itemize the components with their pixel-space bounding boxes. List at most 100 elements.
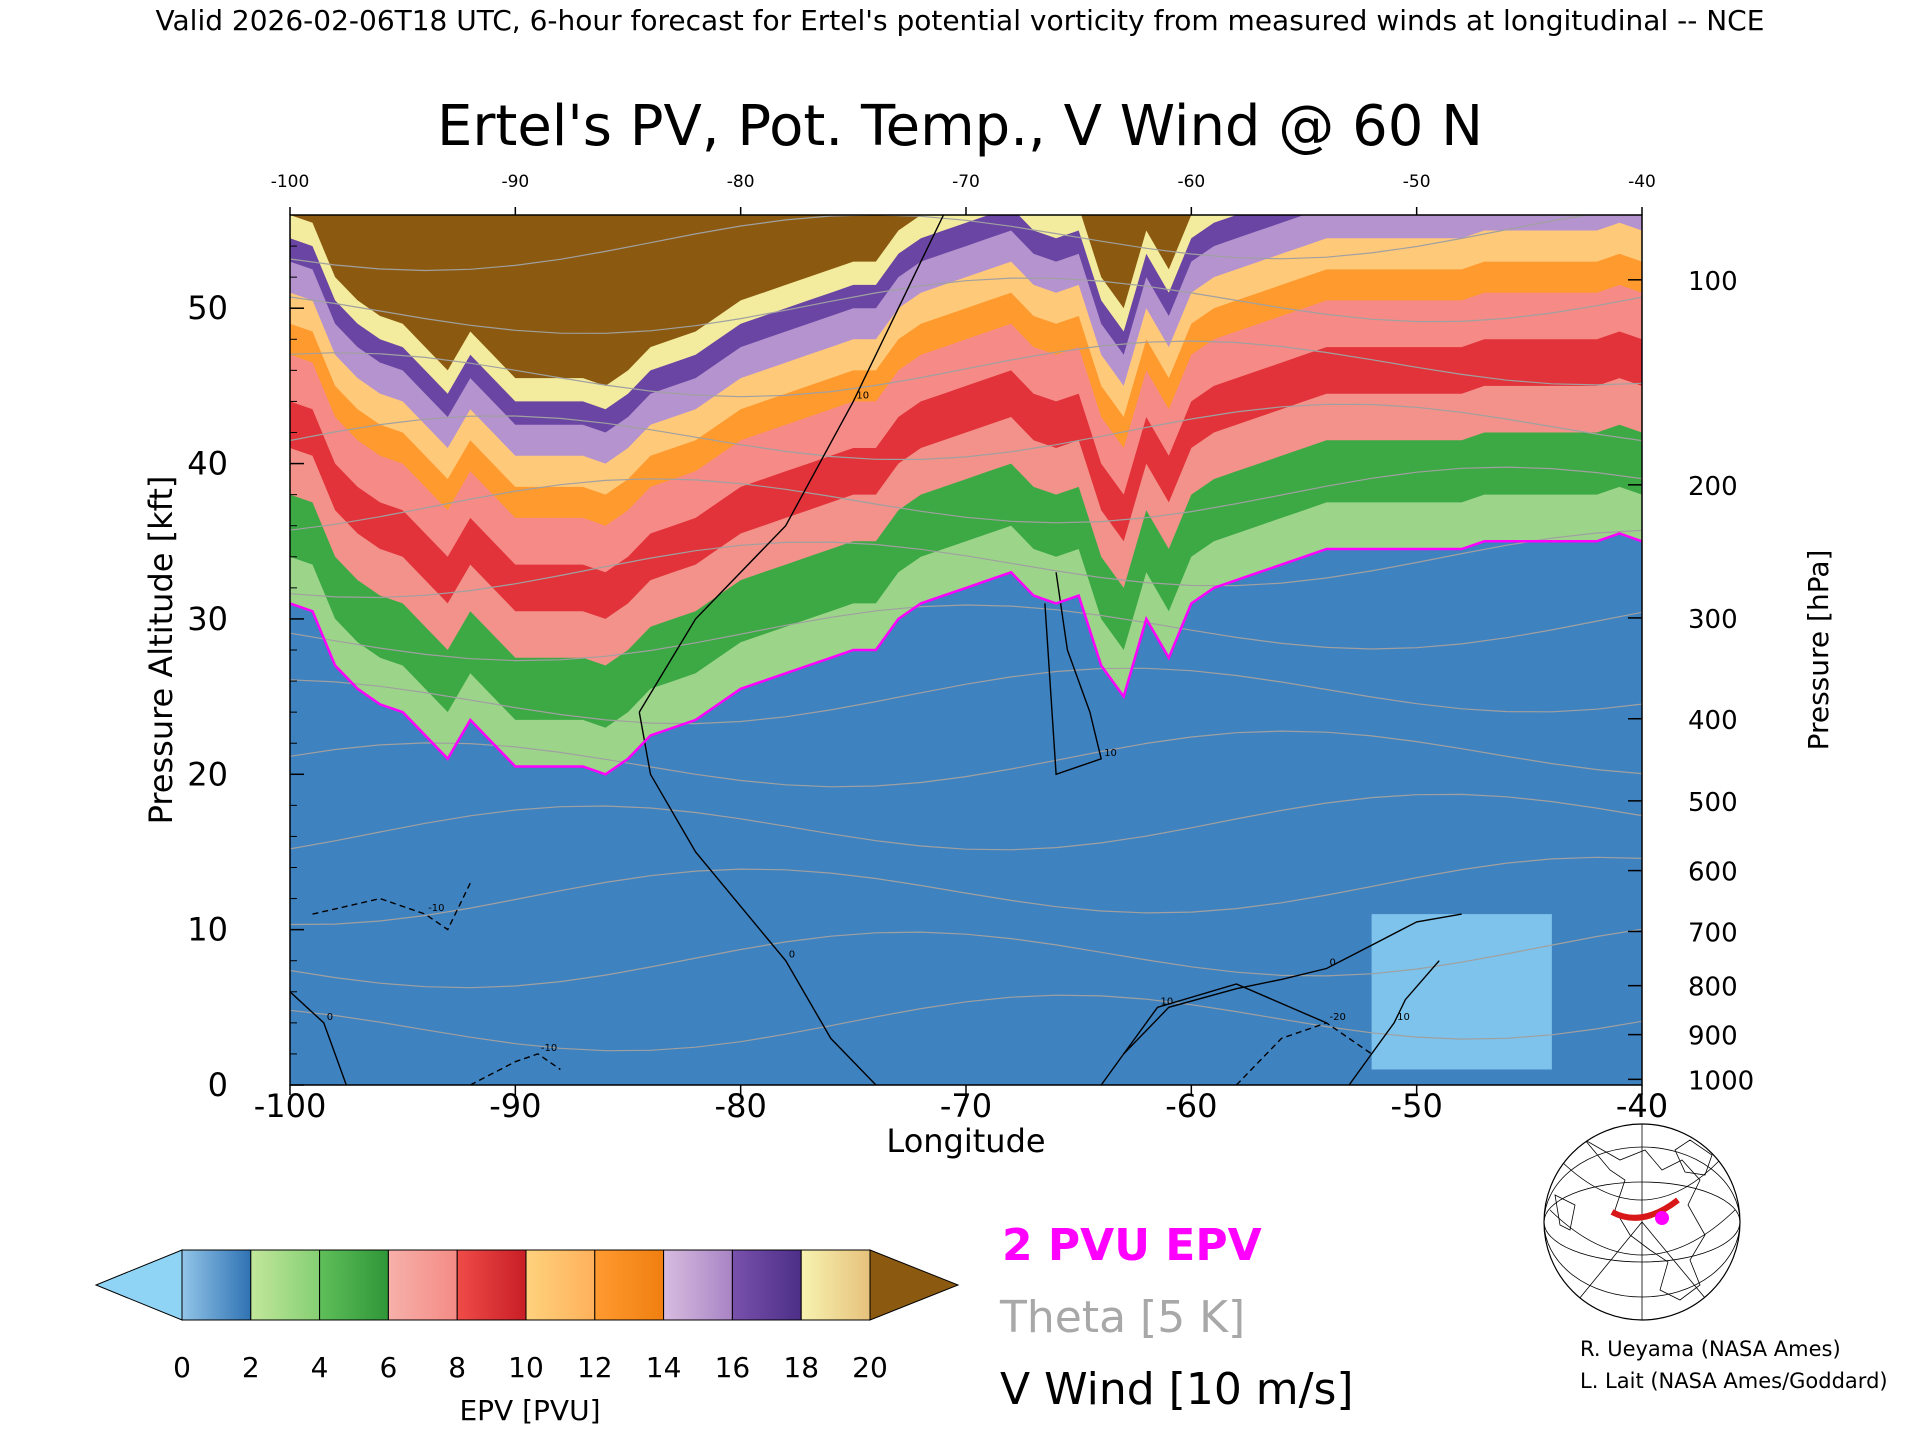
x-tick-label: -90 (489, 1087, 541, 1125)
credit-1: R. Ueyama (NASA Ames) (1580, 1337, 1841, 1361)
legend-theta: Theta [5 K] (999, 1292, 1245, 1343)
colorbar-band (456, 1249, 527, 1321)
vwind-contour-label: 10 (1161, 996, 1174, 1007)
x-tick-label: -60 (1165, 1087, 1217, 1125)
vwind-contour (1235, 1022, 1372, 1085)
epv-low-region (1371, 914, 1552, 1070)
vwind-contour-label: 10 (856, 390, 869, 401)
y2-axis-label: Pressure [hPa] (1802, 550, 1835, 751)
colorbar-tick-label: 6 (379, 1351, 397, 1384)
pressure-tick-label: 500 (1688, 788, 1738, 818)
colorbar-tick-label: 0 (173, 1351, 191, 1384)
x-tick-label: -50 (1391, 1087, 1443, 1125)
x-top-tick-label: -50 (1403, 172, 1431, 192)
vwind-contour (290, 991, 347, 1085)
x-axis-bottom: -100 -90 -80 -70 -60 -50 -40 (254, 1085, 1668, 1125)
y-tick-label: 20 (187, 755, 228, 793)
credit-2: L. Lait (NASA Ames/Goddard) (1580, 1369, 1888, 1393)
colorbar-band (319, 1249, 389, 1321)
tropopause-2pvu-line (290, 532, 1642, 776)
colorbar-tick-label: 14 (646, 1351, 682, 1384)
pressure-tick-label: 700 (1688, 918, 1738, 948)
pressure-tick-label: 1000 (1688, 1066, 1754, 1096)
x-tick-label: -80 (715, 1087, 767, 1125)
x-top-tick-label: -80 (727, 172, 755, 192)
x-top-tick-label: -100 (271, 172, 310, 192)
epv-field: 0 0 10 10 0 10 10 -10 -10 -20 (290, 215, 1642, 1085)
theta-contour (290, 928, 1642, 989)
vwind-contour (1348, 960, 1440, 1085)
vwind-contour-label: 0 (1330, 957, 1336, 968)
colorbar-over-arrow (869, 1249, 960, 1321)
pressure-tick-label: 100 (1688, 267, 1738, 297)
inset-marker (1655, 1211, 1669, 1225)
colorbar-tick-label: 4 (311, 1351, 329, 1384)
x-tick-label: -70 (940, 1087, 992, 1125)
header-text: Valid 2026-02-06T18 UTC, 6-hour forecast… (156, 4, 1765, 37)
colorbar-tick-label: 18 (783, 1351, 819, 1384)
theta-contour (290, 604, 1642, 662)
theta-contour (290, 215, 1591, 272)
colorbar-under-arrow (94, 1249, 183, 1321)
vwind-contour (638, 215, 945, 713)
colorbar-band (525, 1249, 596, 1321)
x-axis-label: Longitude (886, 1122, 1045, 1160)
theta-contour (290, 793, 1642, 851)
colorbar-tick-label: 20 (852, 1351, 888, 1384)
theta-contour (290, 403, 1642, 461)
vwind-contour (312, 882, 471, 931)
y-tick-label: 10 (187, 911, 228, 949)
colorbar: 0 2 4 6 8 10 12 14 16 18 20 (94, 1249, 960, 1384)
vwind-contour-label: -10 (428, 903, 444, 914)
colorbar-band (250, 1249, 321, 1321)
vwind-contour-label: 0 (789, 950, 795, 961)
colorbar-band (594, 1249, 665, 1321)
vwind-contour (638, 711, 877, 1085)
x-top-tick-label: -70 (952, 172, 980, 192)
colorbar-tick-label: 16 (715, 1351, 751, 1384)
inset-map (1543, 1123, 1741, 1321)
x-top-tick-label: -60 (1177, 172, 1205, 192)
pressure-tick-label: 800 (1688, 973, 1738, 1003)
y-axis-right: 100 200 300 400 500 600 700 800 900 1000 (1628, 267, 1754, 1096)
pressure-tick-label: 200 (1688, 472, 1738, 502)
theta-contour (290, 730, 1642, 788)
chart-title: Ertel's PV, Pot. Temp., V Wind @ 60 N (437, 94, 1483, 159)
colorbar-band (731, 1249, 802, 1321)
y-tick-label: 50 (187, 289, 228, 327)
x-top-tick-label: -90 (501, 172, 529, 192)
theta-contour (290, 667, 1642, 725)
pressure-tick-label: 600 (1688, 858, 1738, 888)
vwind-contour (1100, 983, 1327, 1085)
theta-contour (290, 466, 1642, 531)
vwind-contour (1123, 913, 1462, 1055)
inset-section-line (1610, 1197, 1680, 1221)
x-tick-label: -100 (254, 1087, 327, 1125)
colorbar-label: EPV [PVU] (459, 1394, 600, 1427)
epv-band-brown (290, 215, 1642, 386)
legend-vwind: V Wind [10 m/s] (1000, 1364, 1354, 1415)
colorbar-tick-label: 10 (508, 1351, 544, 1384)
colorbar-tick-label: 12 (577, 1351, 613, 1384)
theta-contour (290, 856, 1642, 926)
theta-contour (290, 994, 1642, 1052)
vwind-contour-label: 10 (1104, 748, 1117, 759)
vwind-contour (1044, 572, 1103, 776)
pressure-tick-label: 400 (1688, 706, 1738, 736)
colorbar-band (663, 1249, 733, 1321)
colorbar-band (800, 1249, 871, 1321)
legend-2pvu: 2 PVU EPV (1002, 1220, 1262, 1271)
colorbar-tick-label: 2 (242, 1351, 260, 1384)
colorbar-tick-label: 8 (448, 1351, 466, 1384)
x-axis-top: -100 -90 -80 -70 -60 -50 -40 (271, 172, 1656, 215)
colorbar-band (387, 1249, 458, 1321)
vwind-contour-label: -10 (541, 1043, 557, 1054)
x-tick-label: -40 (1616, 1087, 1668, 1125)
y-axis-label: Pressure Altitude [kft] (142, 476, 180, 825)
y-axis-left: 0 10 20 30 40 50 (187, 245, 304, 1104)
pressure-tick-label: 900 (1688, 1022, 1738, 1052)
y-tick-label: 30 (187, 600, 228, 638)
vwind-contour-label: 10 (1397, 1012, 1410, 1023)
y-tick-label: 40 (187, 445, 228, 483)
